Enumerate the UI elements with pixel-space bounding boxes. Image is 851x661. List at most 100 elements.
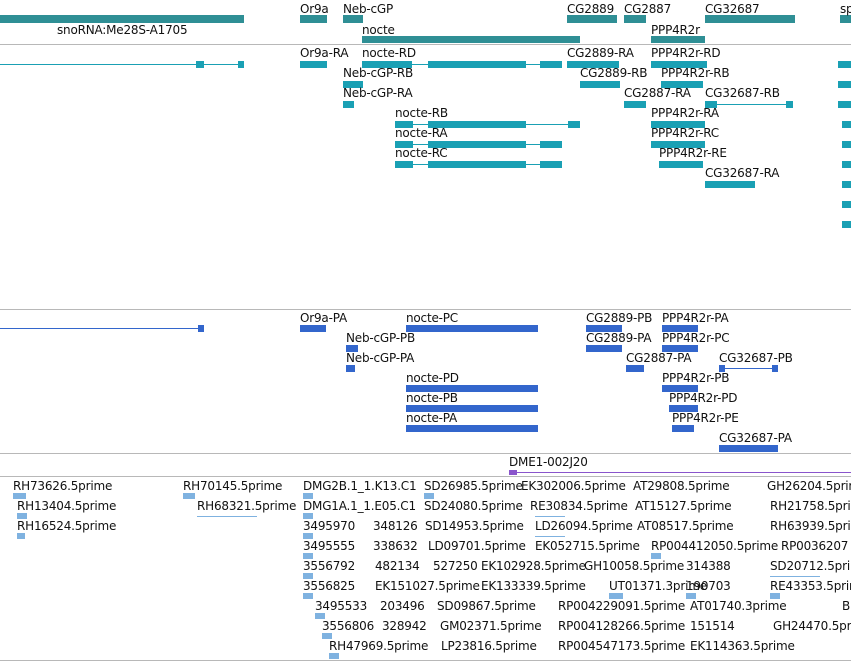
protein-track: Or9a-PA nocte-PC CG2889-PB PPP4R2r-PA Ne… [0, 310, 851, 454]
protein-or9a-pa[interactable] [300, 325, 326, 332]
transcript-line-left[interactable] [0, 64, 244, 65]
gene-bar-cg2887[interactable] [624, 15, 646, 23]
transcript-right-edge [842, 201, 851, 208]
protein-cg2889-pb[interactable] [586, 325, 622, 332]
est-label: 482134 [375, 559, 420, 573]
protein-cg32687-pa[interactable] [719, 445, 778, 452]
protein-ppp4r2r-pc[interactable] [662, 345, 698, 352]
est-glyph[interactable] [303, 553, 313, 559]
est-glyph[interactable] [329, 653, 339, 659]
est-glyph[interactable] [17, 513, 27, 519]
gene-bar-nocte[interactable] [362, 36, 580, 43]
est-glyph[interactable] [315, 613, 325, 619]
transcript-label: PPP4R2r-RA [651, 106, 719, 120]
est-label: SD09867.5prime [437, 599, 536, 613]
protein-neb-cgp-pb[interactable] [346, 345, 358, 352]
est-glyph[interactable] [322, 633, 332, 639]
gene-bar-snorna[interactable] [0, 15, 244, 23]
transcript-label: PPP4R2r-RB [661, 66, 730, 80]
protein-cg2887-pa[interactable] [626, 365, 644, 372]
est-glyph[interactable] [303, 573, 313, 579]
est-label: 338632 [373, 539, 418, 553]
est-label: 328942 [382, 619, 427, 633]
transcript-neb-cgp-rb[interactable] [343, 81, 363, 88]
transcript-or9a-ra[interactable] [300, 61, 327, 68]
est-label: RH73626.5prime [13, 479, 113, 493]
est-glyph[interactable] [609, 593, 623, 599]
transcript-ppp4r2r-rd[interactable] [651, 61, 707, 68]
est-label: RH63939.5prime [770, 519, 851, 533]
est-label: 3495970 [303, 519, 356, 533]
transcript-nocte-ra[interactable] [395, 141, 413, 148]
transcript-neb-cgp-ra[interactable] [343, 101, 354, 108]
transcript-cg2887-ra[interactable] [624, 101, 646, 108]
est-label: GH24470.5prime [773, 619, 851, 633]
est-glyph[interactable] [424, 493, 434, 499]
est-glyph[interactable] [303, 533, 313, 539]
transcript-ppp4r2r-ra[interactable] [651, 121, 705, 128]
protein-label: Neb-cGP-PA [346, 351, 415, 365]
est-glyph[interactable] [770, 593, 780, 599]
transcript-ppp4r2r-re[interactable] [659, 161, 703, 168]
gene-bar-sp[interactable] [840, 15, 851, 23]
est-label: 203496 [380, 599, 425, 613]
protein-label: CG32687-PA [719, 431, 792, 445]
protein-cg2889-pa[interactable] [586, 345, 622, 352]
protein-cg32687-pb-end [772, 365, 778, 372]
gene-bar-ppp4r2r[interactable] [651, 36, 705, 43]
protein-label: nocte-PC [406, 311, 458, 325]
est-glyph-line[interactable] [197, 516, 257, 517]
transcript-cg2889-rb[interactable] [580, 81, 620, 88]
est-label: EK102928.5prime [481, 559, 586, 573]
protein-nocte-pd[interactable] [406, 385, 538, 392]
protein-line-left[interactable] [0, 328, 204, 329]
gene-label-cg2887: CG2887 [624, 2, 672, 16]
est-glyph[interactable] [303, 593, 313, 599]
transcript-nocte-rd[interactable] [362, 61, 412, 68]
transcript-cg32687-rb[interactable] [705, 101, 717, 108]
protein-neb-cgp-pa[interactable] [346, 365, 355, 372]
gene-bar-cg2889[interactable] [567, 15, 617, 23]
gene-bar-or9a[interactable] [300, 15, 327, 23]
protein-ppp4r2r-pb[interactable] [662, 385, 698, 392]
est-glyph-line[interactable] [535, 516, 565, 517]
est-glyph[interactable] [651, 553, 661, 559]
transcript-label: nocte-RB [395, 106, 448, 120]
transcript-cg2889-ra[interactable] [567, 61, 619, 68]
est-label: LD26094.5prime [535, 519, 633, 533]
est-glyph[interactable] [686, 593, 696, 599]
clone-track: DME1-002J20 [0, 454, 851, 477]
est-glyph[interactable] [303, 493, 313, 499]
transcript-cg32687-ra[interactable] [705, 181, 755, 188]
protein-label: CG2889-PB [586, 311, 653, 325]
est-label: DMG1A.1_1.E05.C1 [303, 499, 416, 513]
transcript-ppp4r2r-rc[interactable] [651, 141, 705, 148]
protein-ppp4r2r-pa[interactable] [662, 325, 698, 332]
est-label: SD26985.5prime [424, 479, 523, 493]
est-label: RP004229091.5prime [558, 599, 686, 613]
transcript-label: CG2887-RA [624, 86, 691, 100]
transcript-nocte-rc[interactable] [395, 161, 413, 168]
est-glyph[interactable] [17, 533, 25, 539]
clone-dme1-002j20-line[interactable] [509, 472, 851, 473]
protein-cg32687-pb[interactable] [719, 365, 725, 372]
gene-label-cg2889: CG2889 [567, 2, 615, 16]
transcript-nocte-ra-c [540, 141, 562, 148]
protein-ppp4r2r-pd[interactable] [669, 405, 698, 412]
protein-nocte-pb[interactable] [406, 405, 538, 412]
est-glyph-line[interactable] [770, 576, 820, 577]
transcript-label: nocte-RD [362, 46, 416, 60]
est-glyph-line[interactable] [535, 536, 565, 537]
est-label: EK302006.5prime [521, 479, 626, 493]
est-glyph[interactable] [183, 493, 195, 499]
protein-nocte-pa[interactable] [406, 425, 538, 432]
est-label: AT15127.5prime [635, 499, 732, 513]
gene-bar-cg32687[interactable] [705, 15, 795, 23]
transcript-ppp4r2r-rb[interactable] [661, 81, 703, 88]
protein-ppp4r2r-pe[interactable] [672, 425, 694, 432]
est-glyph[interactable] [303, 513, 313, 519]
transcript-nocte-rb[interactable] [395, 121, 413, 128]
est-glyph[interactable] [13, 493, 26, 499]
protein-nocte-pc[interactable] [406, 325, 538, 332]
gene-bar-neb-cgp[interactable] [343, 15, 363, 23]
